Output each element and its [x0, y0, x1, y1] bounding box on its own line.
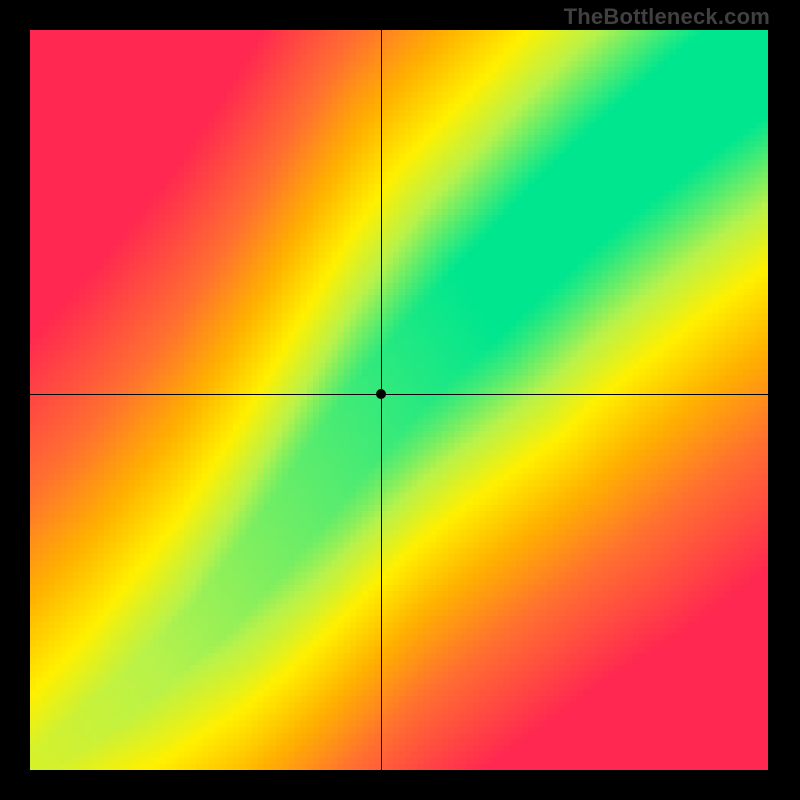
heatmap-plot [30, 30, 768, 770]
attribution-text: TheBottleneck.com [564, 4, 770, 30]
crosshair-horizontal [30, 394, 768, 395]
crosshair-vertical [381, 30, 382, 770]
crosshair-marker [376, 389, 386, 399]
chart-frame: { "attribution": { "text": "TheBottlenec… [0, 0, 800, 800]
heatmap-canvas [30, 30, 768, 770]
